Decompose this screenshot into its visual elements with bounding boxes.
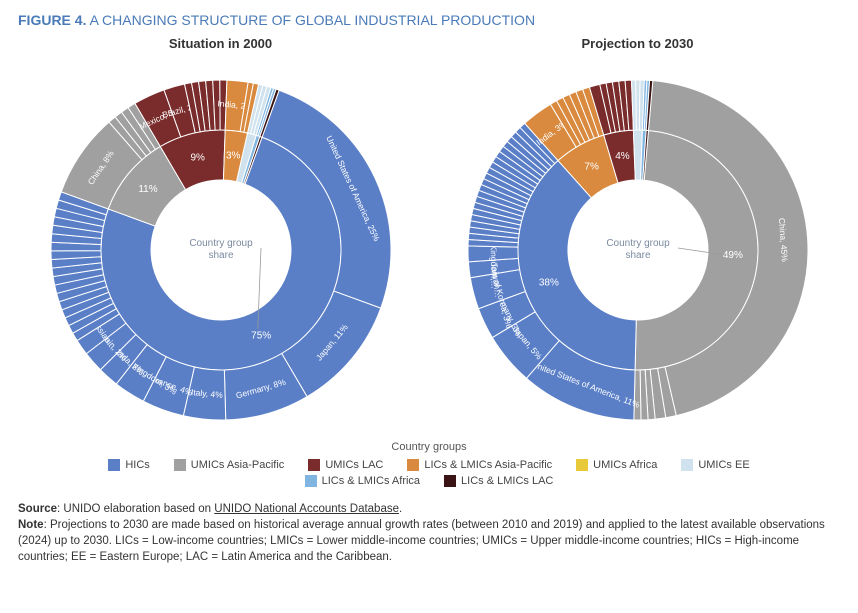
legend-item: HICs bbox=[108, 459, 149, 471]
source-link[interactable]: UNIDO National Accounts Database bbox=[214, 503, 399, 515]
legend-swatch bbox=[407, 459, 419, 471]
legend-label: UMICs Africa bbox=[593, 459, 657, 471]
source-pre: : UNIDO elaboration based on bbox=[57, 503, 214, 515]
figure-title: FIGURE 4. A CHANGING STRUCTURE OF GLOBAL… bbox=[18, 12, 840, 28]
source-label: Source bbox=[18, 503, 57, 515]
legend-label: UMICs EE bbox=[698, 459, 749, 471]
chart-right-col: Projection to 2030 38%7%4%49%China, 45%U… bbox=[435, 36, 840, 435]
legend-swatch bbox=[305, 475, 317, 487]
inner-slice-label: 3% bbox=[226, 150, 241, 161]
legend-label: LICs & LMICs LAC bbox=[461, 475, 553, 487]
notes-block: Source: UNIDO elaboration based on UNIDO… bbox=[18, 501, 840, 565]
legend-item: LICs & LMICs LAC bbox=[444, 475, 553, 487]
legend-swatch bbox=[174, 459, 186, 471]
donut-chart-right: 38%7%4%49%China, 45%United States of Ame… bbox=[438, 55, 838, 435]
figure-number: FIGURE 4. bbox=[18, 12, 86, 28]
chart-right-heading: Projection to 2030 bbox=[582, 36, 694, 51]
legend-label: HICs bbox=[125, 459, 149, 471]
inner-slice-label: 11% bbox=[138, 184, 157, 195]
figure-title-text: A CHANGING STRUCTURE OF GLOBAL INDUSTRIA… bbox=[90, 12, 535, 28]
legend-label: LICs & LMICs Asia-Pacific bbox=[424, 459, 552, 471]
legend-title: Country groups bbox=[18, 441, 840, 453]
legend-swatch bbox=[444, 475, 456, 487]
inner-slice-label: 9% bbox=[190, 153, 205, 164]
legend-label: UMICs LAC bbox=[325, 459, 383, 471]
note-text: : Projections to 2030 are made based on … bbox=[18, 519, 825, 563]
legend-label: LICs & LMICs Africa bbox=[322, 475, 420, 487]
chart-left-col: Situation in 2000 11%9%3%75%United State… bbox=[18, 36, 423, 435]
legend-item: UMICs LAC bbox=[308, 459, 383, 471]
note-line: Note: Projections to 2030 are made based… bbox=[18, 517, 840, 565]
legend-swatch bbox=[576, 459, 588, 471]
legend-item: UMICs Asia-Pacific bbox=[174, 459, 285, 471]
legend-wrap: Country groups HICs UMICs Asia-Pacific UMI… bbox=[18, 441, 840, 487]
note-label: Note bbox=[18, 519, 44, 531]
legend-item: UMICs Africa bbox=[576, 459, 657, 471]
center-label: Country group bbox=[606, 238, 670, 249]
center-label: share bbox=[625, 250, 650, 261]
center-label: share bbox=[208, 250, 233, 261]
inner-slice-label: 4% bbox=[615, 151, 630, 162]
figure-container: FIGURE 4. A CHANGING STRUCTURE OF GLOBAL… bbox=[0, 0, 858, 577]
charts-row: Situation in 2000 11%9%3%75%United State… bbox=[18, 36, 840, 435]
donut-chart-left: 11%9%3%75%United States of America, 25%J… bbox=[21, 55, 421, 435]
legend: HICs UMICs Asia-Pacific UMICs LAC LICs & LM… bbox=[69, 459, 789, 487]
legend-swatch bbox=[308, 459, 320, 471]
chart-left-heading: Situation in 2000 bbox=[169, 36, 272, 51]
legend-swatch bbox=[108, 459, 120, 471]
source-post: . bbox=[399, 503, 402, 515]
legend-label: UMICs Asia-Pacific bbox=[191, 459, 285, 471]
inner-slice-label: 38% bbox=[538, 277, 558, 288]
legend-item: UMICs EE bbox=[681, 459, 749, 471]
legend-swatch bbox=[681, 459, 693, 471]
legend-item: LICs & LMICs Africa bbox=[305, 475, 420, 487]
source-line: Source: UNIDO elaboration based on UNIDO… bbox=[18, 501, 840, 517]
legend-item: LICs & LMICs Asia-Pacific bbox=[407, 459, 552, 471]
inner-dominant-label: 75% bbox=[251, 331, 271, 342]
center-label: Country group bbox=[189, 238, 253, 249]
inner-slice-label: 7% bbox=[584, 162, 599, 173]
inner-dominant-label: 49% bbox=[722, 250, 742, 261]
